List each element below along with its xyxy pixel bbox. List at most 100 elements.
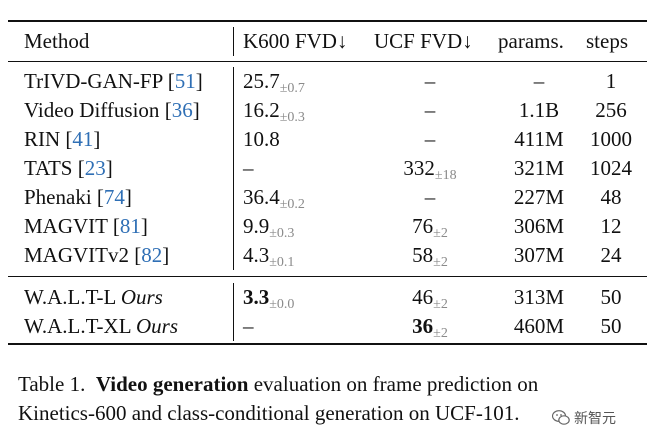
method-cell: RIN [41] xyxy=(24,127,101,151)
caption-line-1: Table 1. Video generation evaluation on … xyxy=(18,370,648,399)
k600-cell: 3.3±0.0 xyxy=(243,283,294,315)
k600-value: – xyxy=(243,314,254,338)
k600-value: 16.2 xyxy=(243,98,280,122)
ucf-std: ±18 xyxy=(434,168,457,183)
header-method: Method xyxy=(24,29,90,53)
ucf-value: – xyxy=(424,127,436,151)
method-name: TATS xyxy=(24,156,73,180)
params-cell: 321M xyxy=(513,156,565,180)
citation-link: 81 xyxy=(119,214,141,238)
ucf-value: – xyxy=(424,185,436,209)
k600-std: ±0.2 xyxy=(279,197,305,212)
k600-cell: 36.4±0.2 xyxy=(243,183,305,215)
citation-link: 82 xyxy=(141,243,163,267)
method-name: W.A.L.T-L xyxy=(24,285,116,309)
ucf-value: – xyxy=(424,98,436,122)
table-row: MAGVITv2 [82] 4.3±0.1 58±2 307M 24 xyxy=(0,241,657,270)
k600-std: ±0.3 xyxy=(279,110,305,125)
column-separator xyxy=(233,67,234,96)
ucf-cell: 36±2 xyxy=(370,312,490,344)
method-cell: W.A.L.T-XL Ours xyxy=(24,312,178,341)
bottom-rule xyxy=(8,343,647,345)
k600-std: ±0.7 xyxy=(279,81,305,96)
params-cell: 313M xyxy=(513,285,565,309)
ucf-cell: – xyxy=(370,67,490,96)
table-row: TATS [23] – 332±18 321M 1024 xyxy=(0,154,657,183)
k600-value: 36.4 xyxy=(243,185,280,209)
k600-std: ±0.0 xyxy=(269,297,295,312)
column-separator xyxy=(233,241,234,270)
params-cell: 411M xyxy=(514,127,564,151)
method-cell: MAGVITv2 [82] xyxy=(24,243,170,267)
params-cell: 1.1B xyxy=(518,98,560,122)
ours-tag: Ours xyxy=(136,314,179,338)
params-cell: 307M xyxy=(513,243,565,267)
header-ucf-fvd: UCF FVD↓ xyxy=(374,29,473,53)
method-name: RIN xyxy=(24,127,61,151)
wechat-icon xyxy=(552,410,570,425)
steps-cell: 1024 xyxy=(590,156,632,180)
header-params: params. xyxy=(498,29,564,53)
table-row: MAGVIT [81] 9.9±0.3 76±2 306M 12 xyxy=(0,212,657,241)
table-row: Video Diffusion [36] 16.2±0.3 – 1.1B 256 xyxy=(0,96,657,125)
k600-cell: – xyxy=(243,154,254,183)
ucf-cell: 332±18 xyxy=(370,154,490,186)
params-cell: 227M xyxy=(513,185,565,209)
method-cell: Phenaki [74] xyxy=(24,185,132,209)
table-header-row: Method K600 FVD↓ UCF FVD↓ params. steps xyxy=(0,27,657,56)
watermark: 新智元 xyxy=(548,404,620,432)
top-rule xyxy=(8,20,647,22)
column-separator xyxy=(233,183,234,212)
k600-value: 3.3 xyxy=(243,285,270,309)
caption-line-2: Kinetics-600 and class-conditional gener… xyxy=(18,401,520,425)
steps-cell: 256 xyxy=(595,98,627,122)
params-cell: 306M xyxy=(513,214,565,238)
steps-cell: 12 xyxy=(600,214,622,238)
citation-link: 36 xyxy=(171,98,193,122)
ucf-value: 58 xyxy=(412,243,434,267)
method-name: Video Diffusion xyxy=(24,98,160,122)
ucf-std: ±2 xyxy=(433,255,448,270)
k600-cell: – xyxy=(243,312,254,341)
table-row: Phenaki [74] 36.4±0.2 – 227M 48 xyxy=(0,183,657,212)
ucf-cell: – xyxy=(370,125,490,154)
method-cell: TATS [23] xyxy=(24,156,113,180)
steps-cell: 24 xyxy=(600,243,622,267)
ucf-cell: 46±2 xyxy=(370,283,490,315)
ucf-value: 332 xyxy=(403,156,435,180)
header-steps: steps xyxy=(586,29,628,53)
header-rule xyxy=(8,61,647,62)
steps-cell: 48 xyxy=(600,185,622,209)
column-separator xyxy=(233,312,234,341)
caption-line1-rest: evaluation on frame prediction on xyxy=(253,372,539,396)
ours-rule xyxy=(8,276,647,277)
method-name: MAGVIT xyxy=(24,214,108,238)
k600-cell: 4.3±0.1 xyxy=(243,241,294,273)
method-cell: TrIVD-GAN-FP [51] xyxy=(24,69,203,93)
k600-cell: 16.2±0.3 xyxy=(243,96,305,128)
params-cell: – xyxy=(533,69,545,93)
params-cell: 460M xyxy=(513,314,565,338)
k600-std: ±0.3 xyxy=(269,226,295,241)
header-k600-fvd: K600 FVD↓ xyxy=(243,29,348,53)
watermark-text: 新智元 xyxy=(574,411,616,427)
ucf-std: ±2 xyxy=(433,326,448,341)
ucf-value: 36 xyxy=(412,314,434,338)
column-separator xyxy=(233,27,234,56)
k600-cell: 25.7±0.7 xyxy=(243,67,305,99)
k600-cell: 10.8 xyxy=(243,125,280,154)
method-name: W.A.L.T-XL xyxy=(24,314,131,338)
k600-value: – xyxy=(243,156,254,180)
ucf-cell: – xyxy=(370,183,490,212)
ucf-cell: – xyxy=(370,96,490,125)
caption-bold: Video generation xyxy=(95,372,249,396)
table-row: RIN [41] 10.8 – 411M 1000 xyxy=(0,125,657,154)
steps-cell: 50 xyxy=(600,314,622,338)
ucf-value: 46 xyxy=(412,285,434,309)
column-separator xyxy=(233,154,234,183)
k600-value: 9.9 xyxy=(243,214,270,238)
method-cell: W.A.L.T-L Ours xyxy=(24,283,163,312)
citation-link: 23 xyxy=(84,156,106,180)
method-cell: Video Diffusion [36] xyxy=(24,98,200,122)
column-separator xyxy=(233,212,234,241)
